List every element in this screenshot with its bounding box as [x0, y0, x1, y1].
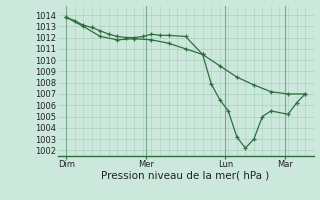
X-axis label: Pression niveau de la mer( hPa ): Pression niveau de la mer( hPa ) [101, 171, 270, 181]
